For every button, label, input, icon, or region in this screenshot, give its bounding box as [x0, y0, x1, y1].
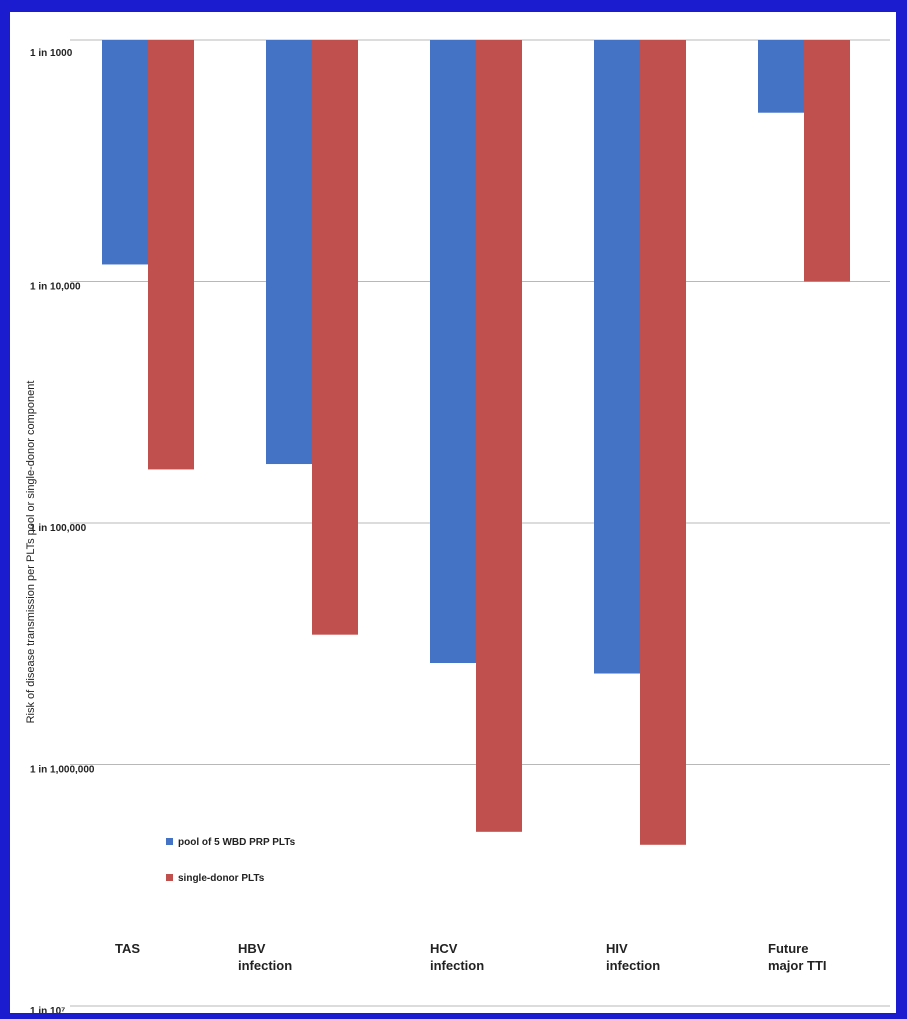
y-axis-title: Risk of disease transmission per PLTs po…	[25, 381, 37, 724]
chart-frame: 1 in 1000 1 in 10,000 1 in 100,000 1 in 1,0…	[10, 12, 896, 1013]
category-label: infection	[606, 958, 660, 973]
y-tick-labels: 1 in 1000 1 in 10,000 1 in 100,000 1 in 1,0…	[30, 48, 95, 1013]
category-label: infection	[430, 958, 484, 973]
bar-pool-4	[758, 40, 804, 113]
bar-pool-0	[102, 40, 148, 265]
category-label: major TTI	[768, 958, 827, 973]
bar-pool-1	[266, 40, 312, 465]
bar-chart: 1 in 1000 1 in 10,000 1 in 100,000 1 in 1,0…	[25, 39, 890, 1013]
bar-single-1	[312, 40, 358, 635]
y-tick-label: 1 in 10⁷	[30, 1006, 65, 1013]
y-tick-label: 1 in 100,000	[30, 523, 87, 534]
legend-label: pool of 5 WBD PRP PLTs	[178, 837, 296, 848]
category-label: HBV	[238, 941, 266, 956]
legend: pool of 5 WBD PRP PLTs single-donor PLTs	[166, 837, 296, 884]
bars	[102, 40, 850, 845]
bar-single-3	[640, 40, 686, 845]
bar-pool-3	[594, 40, 640, 674]
category-label: Future	[768, 941, 808, 956]
category-label: TAS	[115, 941, 140, 956]
bar-single-2	[476, 40, 522, 832]
y-tick-label: 1 in 10,000	[30, 282, 81, 293]
category-labels: TAS HBV infection HCV infection HIV infection F…	[115, 941, 827, 973]
y-tick-label: 1 in 1,000,000	[30, 765, 95, 776]
category-label: HCV	[430, 941, 458, 956]
bar-single-0	[148, 40, 194, 470]
bar-pool-2	[430, 40, 476, 664]
category-label: HIV	[606, 941, 628, 956]
legend-swatch	[166, 838, 173, 845]
bar-single-4	[804, 40, 850, 282]
category-label: infection	[238, 958, 292, 973]
y-tick-label: 1 in 1000	[30, 48, 73, 59]
legend-label: single-donor PLTs	[178, 873, 265, 884]
legend-swatch	[166, 874, 173, 881]
